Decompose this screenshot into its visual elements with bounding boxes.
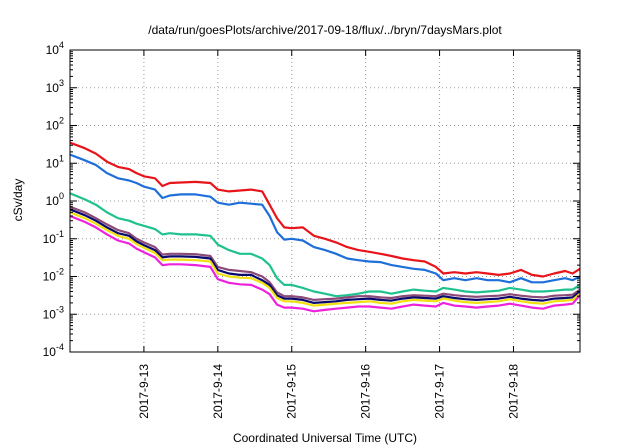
y-tick-label: 10-1 [43, 229, 64, 246]
x-tick-label: 2017-9-13 [137, 364, 151, 419]
series-line-7 [69, 214, 581, 313]
series-line-1 [69, 141, 581, 278]
x-tick-label: 2017-9-18 [506, 364, 520, 419]
y-tick-label: 102 [46, 116, 64, 133]
grid [70, 50, 580, 352]
y-tick-label: 100 [46, 191, 64, 208]
y-tick-label: 103 [46, 78, 64, 95]
x-tick-label: 2017-9-15 [285, 364, 299, 419]
chart-title: /data/run/goesPlots/archive/2017-09-18/f… [148, 23, 502, 37]
x-tick-label: 2017-9-16 [359, 364, 373, 419]
y-tick-labels: 10-4 10-3 10-2 10-1 100 101 102 103 104 [43, 40, 64, 359]
series-line-4 [69, 205, 581, 301]
x-axis-label: Coordinated Universal Time (UTC) [233, 431, 417, 445]
y-tick-label: 10-3 [43, 304, 64, 321]
x-tick-labels: 2017-9-13 2017-9-14 2017-9-15 2017-9-16 2017… [137, 364, 521, 419]
series-line-6 [69, 211, 581, 307]
series-line-2 [69, 153, 581, 284]
series-line-3 [69, 192, 581, 298]
y-tick-label: 10-2 [43, 267, 64, 284]
ticks [70, 49, 580, 353]
x-tick-label: 2017-9-14 [211, 364, 225, 419]
y-tick-label: 10-4 [43, 342, 64, 359]
y-axis-label: cSv/day [11, 179, 25, 222]
y-tick-label: 101 [46, 153, 64, 170]
y-tick-label: 104 [46, 40, 64, 57]
series-line-5 [69, 208, 581, 304]
x-tick-label: 2017-9-17 [433, 364, 447, 419]
series-lines [69, 141, 581, 313]
